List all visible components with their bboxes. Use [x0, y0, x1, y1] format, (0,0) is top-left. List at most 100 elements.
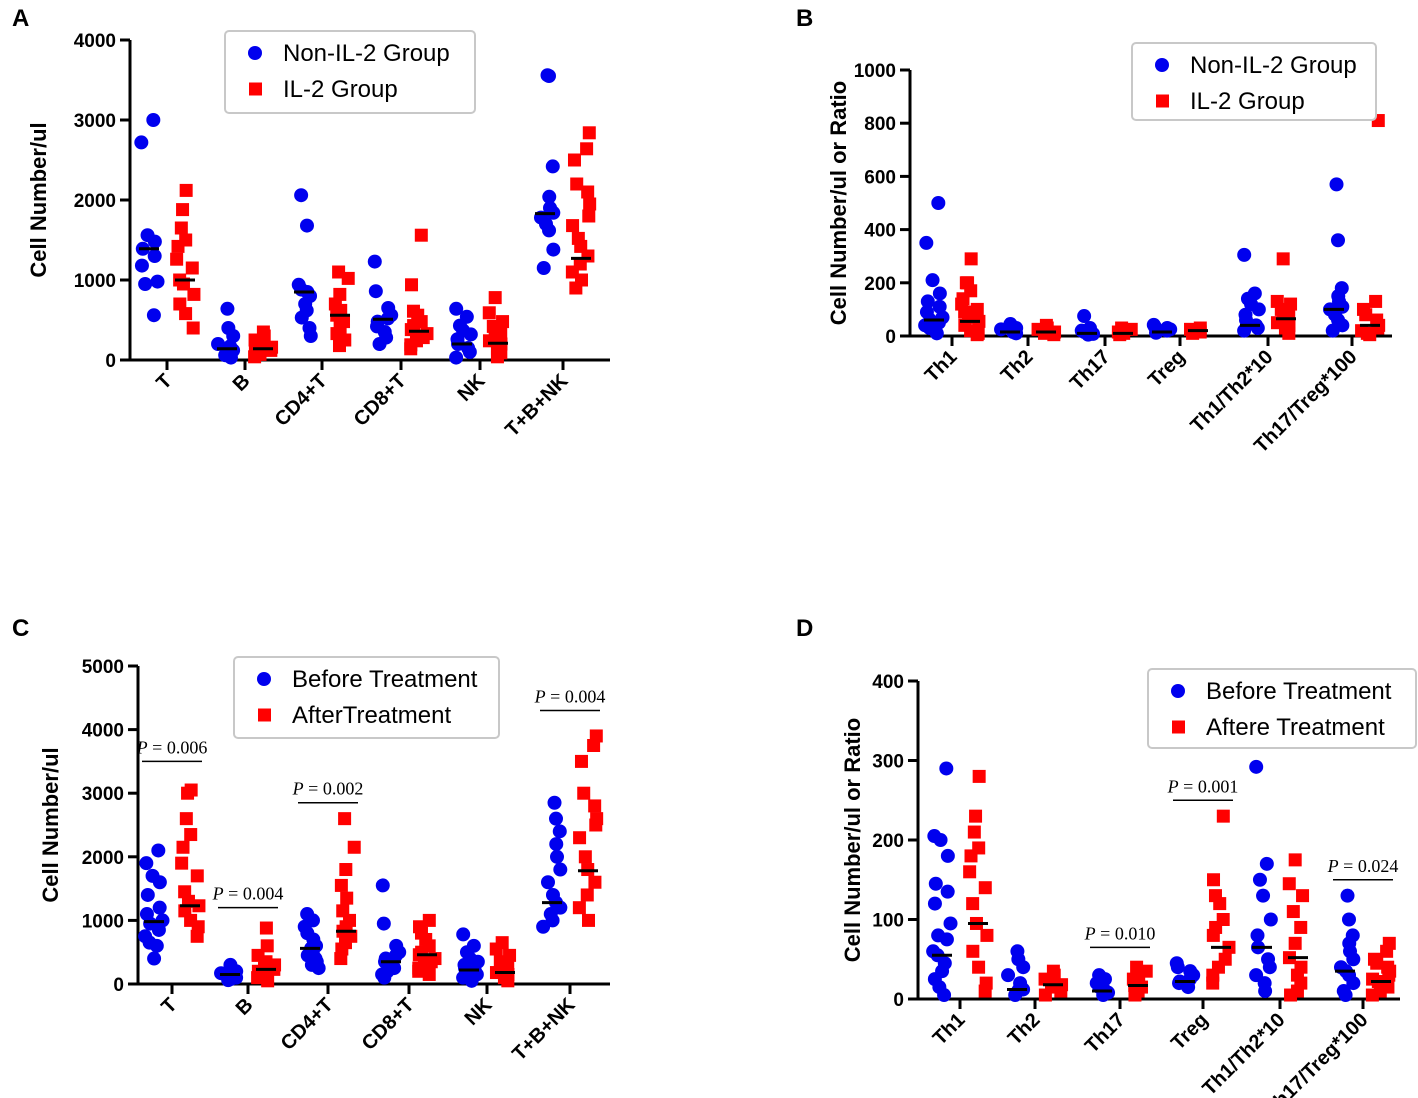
x-tick-label: Th17: [1081, 1009, 1130, 1058]
data-point: [1016, 960, 1031, 975]
x-tick-label: Th2: [1004, 1009, 1045, 1050]
data-point: [1340, 888, 1355, 903]
data-point: [1286, 905, 1300, 919]
legend-marker: [249, 82, 262, 96]
data-point: [1365, 988, 1379, 1002]
data-point: [303, 329, 318, 343]
data-point: [550, 849, 565, 864]
data-point: [264, 343, 278, 357]
y-tick-label: 1000: [854, 61, 896, 82]
data-point: [1294, 920, 1308, 934]
x-tick-label: Treg: [1167, 1009, 1212, 1054]
x-tick-label: Th2: [997, 346, 1038, 387]
data-point: [1263, 912, 1278, 927]
data-point: [587, 739, 601, 752]
panel-label: A: [12, 5, 29, 32]
data-point: [1256, 888, 1271, 903]
data-point: [340, 891, 354, 905]
data-point: [488, 291, 502, 305]
data-point: [1054, 984, 1068, 998]
data-point: [540, 875, 555, 890]
data-point: [1128, 988, 1142, 1002]
data-point: [372, 337, 387, 351]
data-point: [980, 928, 994, 942]
data-point: [588, 875, 602, 889]
data-point: [548, 811, 563, 826]
legend-label: Aftere Treatment: [1206, 714, 1385, 741]
data-point: [1346, 952, 1361, 967]
data-point: [566, 219, 580, 233]
data-point: [190, 929, 204, 943]
data-point: [462, 345, 477, 359]
x-tick-label: Treg: [1144, 346, 1189, 391]
panel-label: D: [796, 615, 813, 642]
y-axis-label: Cell Number/ul or Ratio: [840, 718, 865, 962]
data-point: [1262, 960, 1277, 975]
data-point: [338, 812, 352, 826]
data-point: [966, 944, 980, 958]
data-point: [248, 350, 262, 364]
data-point: [582, 126, 596, 140]
data-point: [1276, 252, 1290, 266]
data-point: [927, 896, 942, 911]
data-point: [299, 218, 314, 233]
legend: [233, 656, 500, 739]
data-point: [220, 301, 235, 316]
data-point: [1213, 897, 1227, 911]
data-point: [422, 967, 436, 981]
data-point: [546, 242, 561, 257]
data-point: [919, 235, 934, 250]
data-point: [149, 938, 164, 953]
y-tick-label: 0: [105, 351, 116, 372]
data-point: [176, 203, 190, 217]
x-tick-label: T+B+NK: [501, 370, 573, 442]
data-point: [552, 824, 567, 839]
data-point: [404, 323, 418, 337]
data-point: [939, 932, 954, 947]
data-point: [928, 876, 943, 891]
data-point: [1359, 308, 1373, 322]
y-tick-label: 5000: [82, 657, 124, 678]
data-point: [933, 833, 948, 847]
y-tick-label: 4000: [74, 31, 116, 52]
data-point: [251, 971, 265, 985]
legend-label: IL-2 Group: [1190, 88, 1305, 115]
data-point: [1329, 177, 1344, 192]
panel-label: C: [12, 615, 29, 642]
data-point: [574, 754, 588, 768]
data-point: [547, 795, 562, 810]
legend-label: Non-IL-2 Group: [283, 40, 450, 67]
y-tick-label: 100: [872, 911, 904, 932]
data-point: [580, 888, 594, 902]
data-point: [174, 221, 188, 235]
panel-label: B: [796, 5, 813, 32]
data-point: [1338, 988, 1353, 1003]
y-tick-label: 200: [872, 831, 904, 852]
data-point: [147, 234, 162, 249]
data-point: [1216, 809, 1230, 823]
y-tick-label: 600: [864, 167, 896, 188]
legend-label: IL-2 Group: [283, 76, 398, 103]
x-tick-label: Th1: [921, 346, 962, 387]
data-point: [1341, 912, 1356, 927]
y-tick-label: 3000: [82, 784, 124, 805]
data-point: [1251, 302, 1266, 317]
x-tick-label: T+B+NK: [508, 994, 580, 1066]
data-point: [1206, 928, 1220, 942]
data-point: [334, 952, 348, 966]
data-point: [138, 277, 153, 291]
data-point: [937, 988, 952, 1003]
data-point: [920, 294, 935, 309]
y-axis-label: Cell Number/ul or Ratio: [826, 81, 851, 325]
data-point: [569, 281, 583, 295]
p-value-label: P = 0.010: [1084, 923, 1156, 943]
data-point: [972, 769, 986, 783]
data-point: [412, 964, 426, 978]
y-tick-label: 1000: [82, 911, 124, 932]
data-point: [1369, 294, 1383, 308]
data-point: [588, 799, 602, 813]
data-point: [1258, 984, 1273, 999]
data-point: [332, 339, 346, 353]
